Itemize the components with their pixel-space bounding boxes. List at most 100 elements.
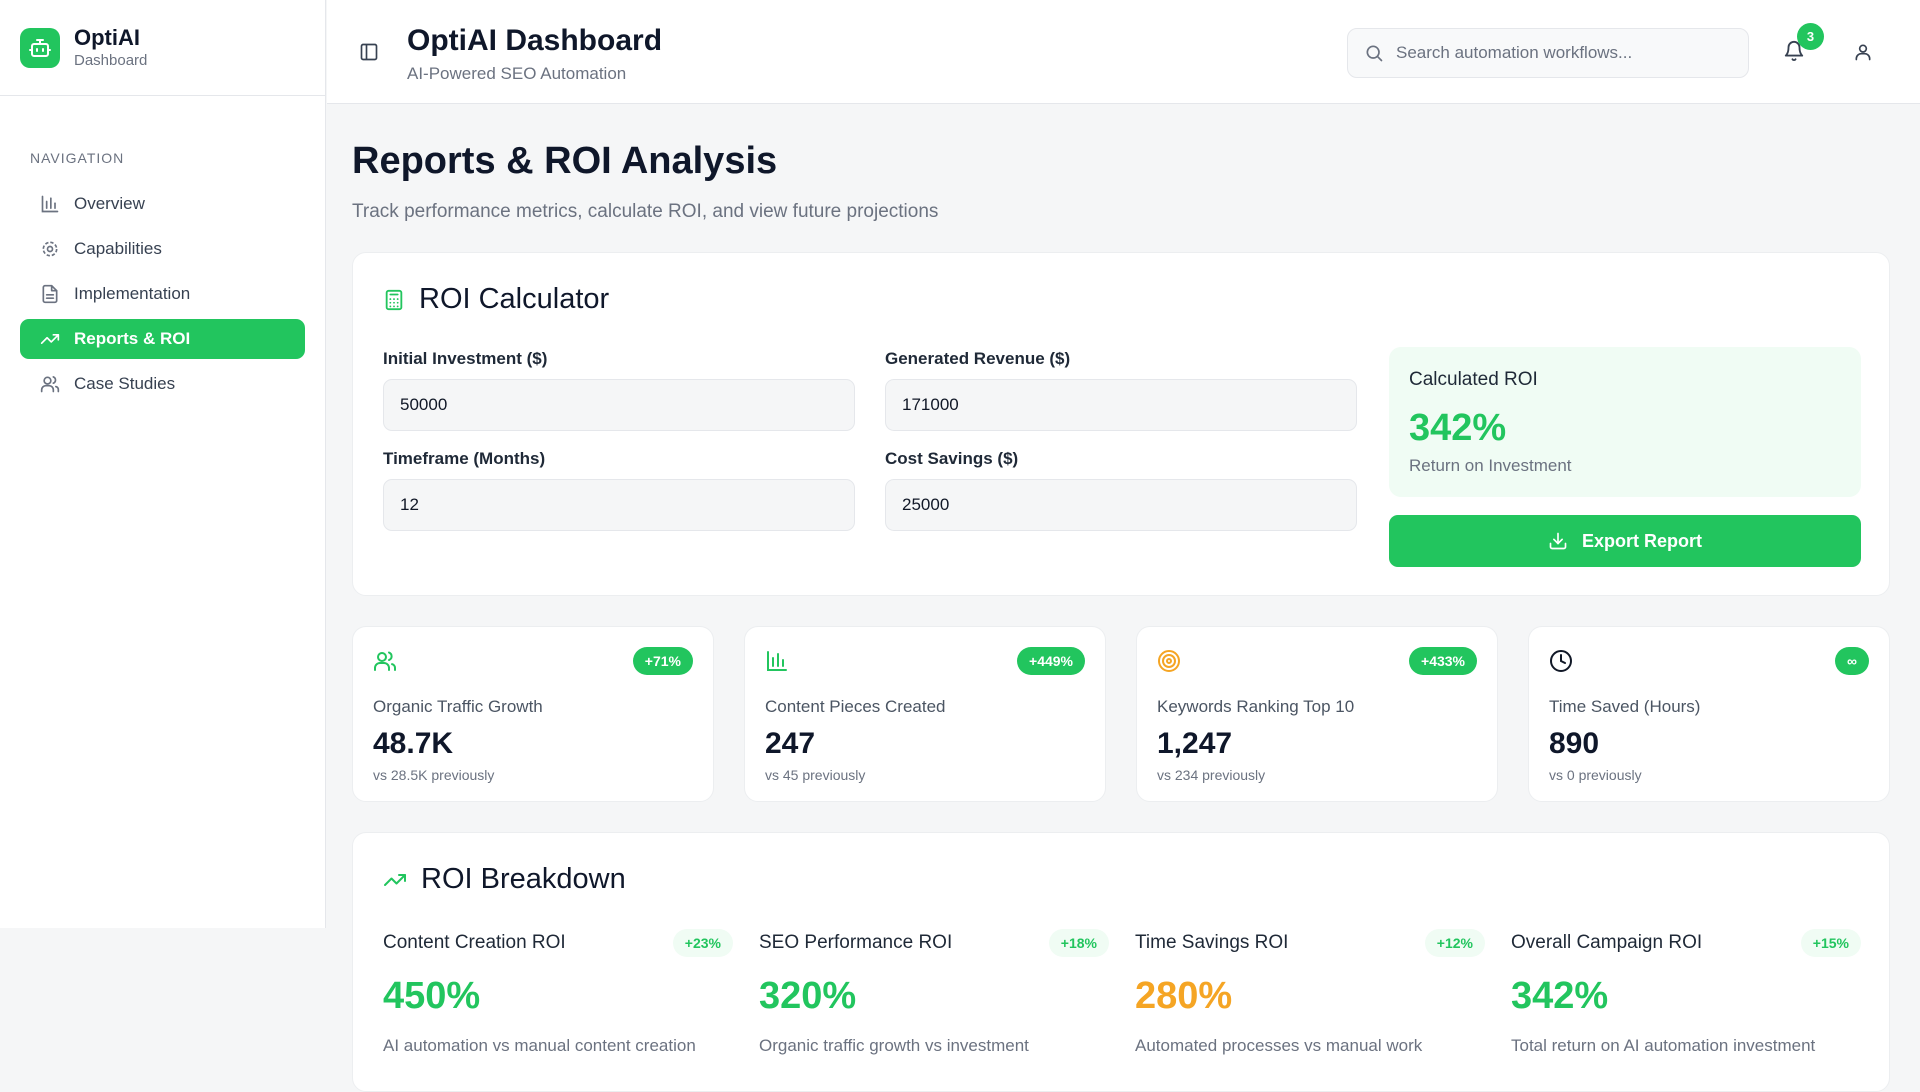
brand-name: OptiAI <box>74 24 140 50</box>
breakdown-item-content-creation: Content Creation ROI +23% 450% AI automa… <box>383 929 733 1056</box>
bar-chart-icon <box>41 195 59 213</box>
calculated-roi-label: Calculated ROI <box>1409 369 1538 390</box>
export-report-label: Export Report <box>1581 530 1702 551</box>
stats-row: +71% Organic Traffic Growth 48.7K vs 28.… <box>352 626 1890 802</box>
stat-previous: vs 28.5K previously <box>373 767 495 783</box>
users-icon <box>40 376 60 393</box>
bot-logo-icon <box>20 27 60 68</box>
sidebar-item-capabilities[interactable]: Capabilities <box>20 229 305 269</box>
sidebar-item-label: Reports & ROI <box>74 329 191 348</box>
sidebar-item-label: Overview <box>74 194 145 213</box>
stat-previous: vs 234 previously <box>1157 767 1266 783</box>
download-icon <box>1549 532 1567 550</box>
stat-value: 890 <box>1549 727 1600 760</box>
brand[interactable]: OptiAI Dashboard <box>0 0 325 96</box>
initial-investment-label: Initial Investment ($) <box>383 349 548 368</box>
search-input[interactable] <box>1396 43 1726 63</box>
stat-label: Keywords Ranking Top 10 <box>1157 697 1355 716</box>
users-icon <box>373 649 397 678</box>
breakdown-change-badge: +18% <box>1048 929 1109 957</box>
generated-revenue-field-group: Generated Revenue ($) <box>885 349 1357 431</box>
search-icon <box>1366 45 1383 62</box>
page-title: Reports & ROI Analysis <box>352 140 778 182</box>
stat-label: Organic Traffic Growth <box>373 697 543 716</box>
sidebar-toggle-icon[interactable] <box>359 42 379 67</box>
generated-revenue-input[interactable] <box>885 379 1357 431</box>
timeframe-input[interactable] <box>383 479 855 531</box>
breakdown-value: 450% <box>383 975 481 1017</box>
initial-investment-input[interactable] <box>383 379 855 431</box>
search-box <box>1347 28 1749 78</box>
breakdown-name: Time Savings ROI <box>1135 932 1289 953</box>
bell-icon <box>1784 41 1804 62</box>
stat-change-badge: +433% <box>1409 647 1477 675</box>
clock-icon <box>1549 649 1573 678</box>
breakdown-name: Content Creation ROI <box>383 932 566 953</box>
top-header: OptiAI Dashboard AI-Powered SEO Automati… <box>327 0 1920 104</box>
roi-breakdown-title: ROI Breakdown <box>421 863 626 895</box>
breakdown-description: Automated processes vs manual work <box>1135 1036 1423 1055</box>
target-icon <box>1157 649 1181 678</box>
breakdown-name: Overall Campaign ROI <box>1511 932 1703 953</box>
sidebar-item-implementation[interactable]: Implementation <box>20 274 305 314</box>
breakdown-value: 280% <box>1135 975 1233 1017</box>
stat-label: Time Saved (Hours) <box>1549 697 1701 716</box>
sidebar-item-reports-roi[interactable]: Reports & ROI <box>20 319 305 359</box>
sidebar-item-label: Case Studies <box>74 374 176 393</box>
stat-card-content-pieces: +449% Content Pieces Created 247 vs 45 p… <box>744 626 1106 802</box>
stat-card-keywords-ranking: +433% Keywords Ranking Top 10 1,247 vs 2… <box>1136 626 1498 802</box>
breakdown-description: Total return on AI automation investment <box>1511 1036 1816 1055</box>
sidebar-item-case-studies[interactable]: Case Studies <box>20 364 305 404</box>
breakdown-item-overall-campaign: Overall Campaign ROI +15% 342% Total ret… <box>1511 929 1861 1056</box>
document-icon <box>42 284 58 304</box>
stat-value: 1,247 <box>1157 727 1233 760</box>
stat-card-time-saved: ∞ Time Saved (Hours) 890 vs 0 previously <box>1528 626 1890 802</box>
timeframe-label: Timeframe (Months) <box>383 449 546 468</box>
roi-calculator-card: ROI Calculator Initial Investment ($) Ge… <box>352 252 1890 596</box>
stat-card-organic-traffic: +71% Organic Traffic Growth 48.7K vs 28.… <box>352 626 714 802</box>
notification-badge: 3 <box>1797 23 1824 50</box>
stat-label: Content Pieces Created <box>765 697 946 716</box>
header-subtitle: AI-Powered SEO Automation <box>407 64 627 83</box>
stat-change-badge: +71% <box>632 647 693 675</box>
user-profile-icon[interactable] <box>1853 42 1873 67</box>
sidebar-nav: Overview Capabilities Implementation Rep… <box>0 184 325 404</box>
stat-value: 48.7K <box>373 727 454 760</box>
stat-previous: vs 0 previously <box>1549 767 1642 783</box>
roi-breakdown-card: ROI Breakdown Content Creation ROI +23% … <box>352 832 1890 1092</box>
calculated-roi-value: 342% <box>1409 407 1507 449</box>
calculated-roi-sublabel: Return on Investment <box>1409 456 1572 475</box>
stat-change-badge: +449% <box>1017 647 1085 675</box>
header-title: OptiAI Dashboard <box>407 24 663 57</box>
page-subtitle: Track performance metrics, calculate ROI… <box>352 201 939 222</box>
cost-savings-label: Cost Savings ($) <box>885 449 1019 468</box>
stat-previous: vs 45 previously <box>765 767 866 783</box>
nav-section-label: NAVIGATION <box>30 150 125 166</box>
generated-revenue-label: Generated Revenue ($) <box>885 349 1071 368</box>
notifications-button[interactable] <box>1783 40 1805 67</box>
breakdown-item-seo-performance: SEO Performance ROI +18% 320% Organic tr… <box>759 929 1109 1056</box>
breakdown-description: AI automation vs manual content creation <box>383 1036 696 1055</box>
breakdown-value: 342% <box>1511 975 1609 1017</box>
breakdown-change-badge: +12% <box>1424 929 1485 957</box>
cost-savings-input[interactable] <box>885 479 1357 531</box>
stat-value: 247 <box>765 727 816 760</box>
calculator-icon <box>385 289 403 310</box>
breakdown-change-badge: +15% <box>1800 929 1861 957</box>
brand-subtitle: Dashboard <box>74 51 148 69</box>
trending-up-icon <box>384 873 406 886</box>
breakdown-value: 320% <box>759 975 857 1017</box>
gear-icon <box>42 241 58 257</box>
trending-up-icon <box>40 334 60 344</box>
export-report-button[interactable]: Export Report <box>1389 515 1861 567</box>
cost-savings-field-group: Cost Savings ($) <box>885 449 1357 531</box>
sidebar-item-overview[interactable]: Overview <box>20 184 305 224</box>
breakdown-item-time-savings: Time Savings ROI +12% 280% Automated pro… <box>1135 929 1485 1056</box>
sidebar: OptiAI Dashboard NAVIGATION Overview Cap… <box>0 0 326 928</box>
sidebar-item-label: Capabilities <box>74 239 162 258</box>
breakdown-change-badge: +23% <box>672 929 733 957</box>
bar-chart-icon <box>765 649 789 678</box>
roi-calculator-title: ROI Calculator <box>419 283 610 315</box>
sidebar-item-label: Implementation <box>74 284 191 303</box>
initial-investment-field-group: Initial Investment ($) <box>383 349 855 431</box>
